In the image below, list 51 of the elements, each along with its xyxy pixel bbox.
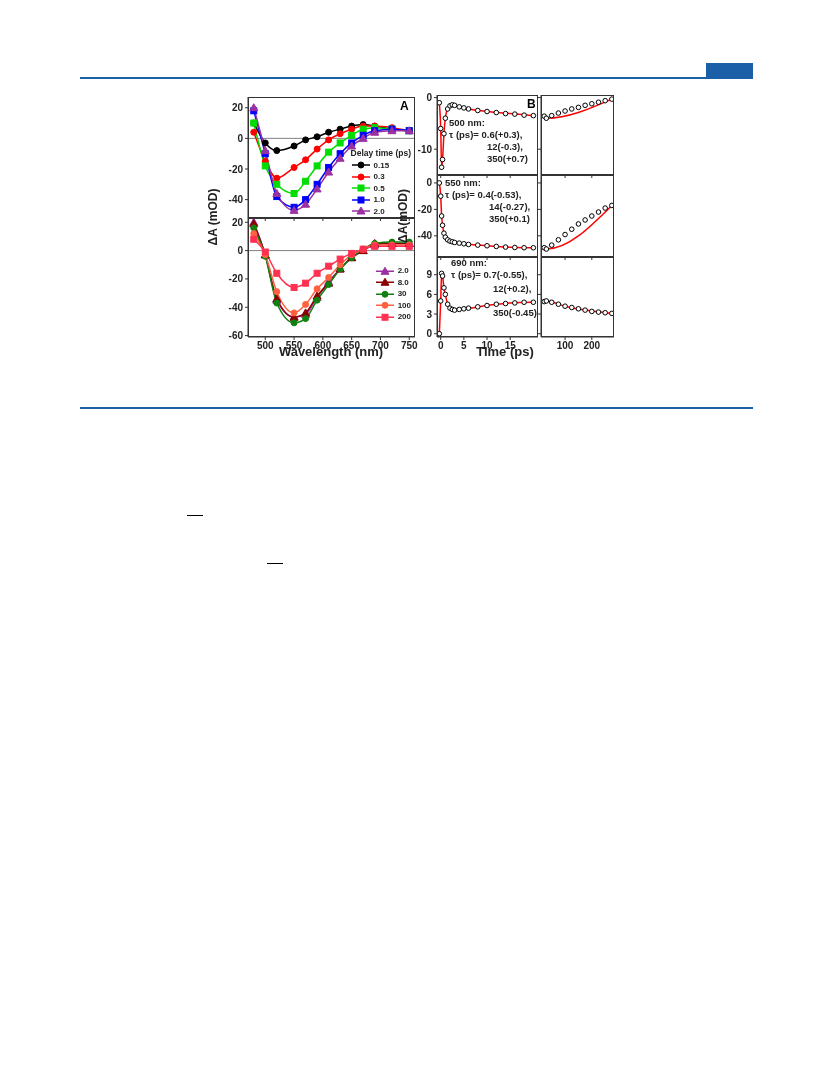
annotation: τ (ps)= 0.7(-0.55), [451,269,528,280]
x-tick-label: 750 [400,340,419,352]
y-tick-label: 0 [426,177,433,189]
chart-title: B [527,97,536,111]
annotation: 14(-0.27), [489,201,531,212]
legend-label: 100 [397,300,411,310]
legend-label: 0.15 [373,160,390,170]
annotation: 350(+0.1) [489,213,530,224]
legend-label: 8.0 [397,277,409,287]
annotation: τ (ps)= 0.6(+0.3), [449,129,523,140]
legend-label: 30 [397,289,407,299]
annotation: 350(+0.7) [487,153,528,164]
y-tick-label: 0 [426,92,433,104]
y-tick-label: 0 [426,328,433,340]
legend-label: 200 [397,312,411,322]
y-axis-title: ΔA(mOD) [396,189,410,243]
legend-label: 1.0 [373,195,385,205]
y-tick-label: -40 [417,230,433,242]
chart-title: A [400,99,409,113]
y-tick-label: 20 [231,102,244,114]
y-tick-label: 0 [237,132,244,144]
annotation: 12(+0.2), [493,283,532,294]
y-tick-label: -40 [228,194,244,206]
x-tick-label: 0 [437,340,444,352]
annotation: 500 nm: [449,117,485,128]
annotation: 350(-0.45) [493,307,537,318]
y-tick-label: -20 [417,203,433,215]
legend-label: 2.0 [397,266,409,276]
y-tick-label: -20 [228,163,244,175]
y-tick-label: -10 [417,143,433,155]
y-tick-label: -20 [228,273,244,285]
y-tick-label: 3 [426,308,433,320]
annotation: 12(-0.3), [487,141,523,152]
y-tick-label: 0 [237,245,244,257]
legend-label: 0.5 [373,183,385,193]
x-tick-label: 5 [461,340,468,352]
y-tick-label: -40 [228,301,244,313]
y-axis-title: ΔA (mOD) [206,187,221,248]
legend-label: 2.0 [373,206,385,216]
annotation: τ (ps)= 0.4(-0.53), [445,189,522,200]
x-tick-label: 500 [256,340,275,352]
legend-title: Delay time (ps) [350,147,411,158]
annotation: 550 nm: [445,177,481,188]
annotation: 690 nm: [451,257,487,268]
y-tick-label: 20 [231,216,244,228]
y-tick-label: 6 [426,288,433,300]
legend-label: 0.3 [373,172,385,182]
y-tick-label: -60 [228,330,244,342]
x-tick-label: 200 [583,340,601,352]
y-tick-label: 9 [426,269,433,281]
x-tick-label: 100 [556,340,574,352]
